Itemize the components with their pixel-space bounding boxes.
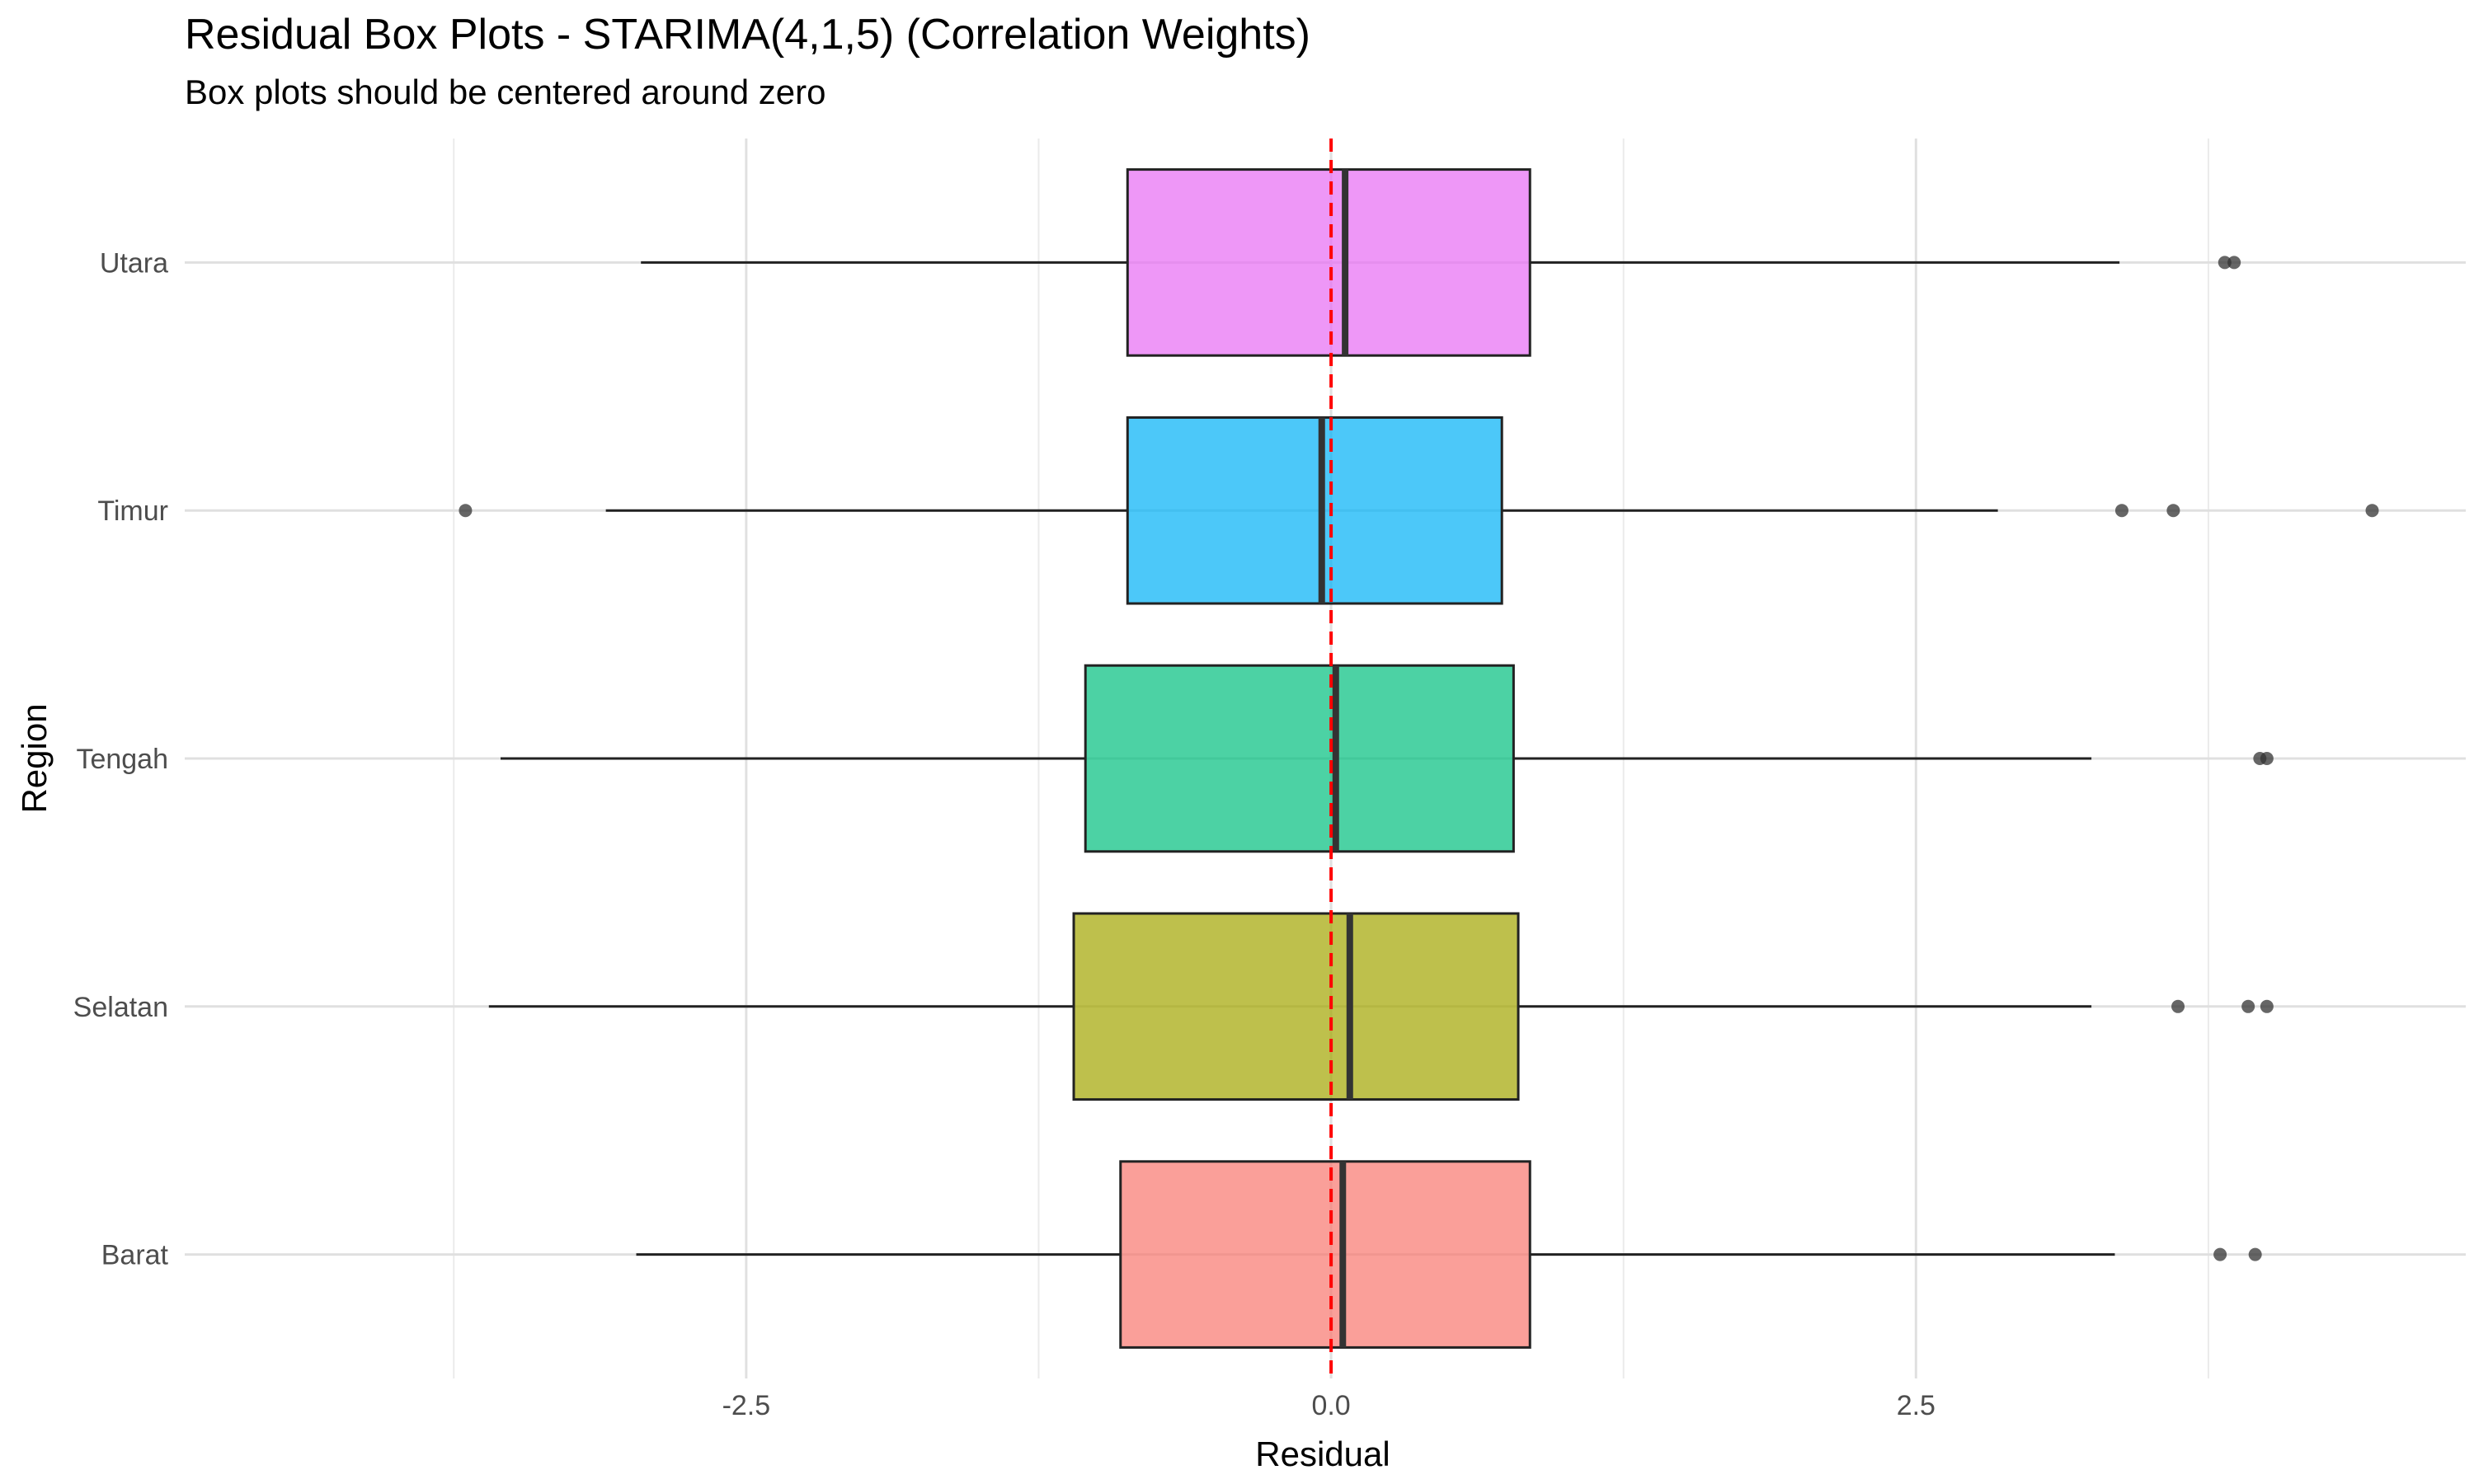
y-tick-label: Barat <box>101 1240 169 1271</box>
outlier-point <box>2260 752 2274 765</box>
outlier-point <box>2365 504 2379 518</box>
outlier-point <box>2241 999 2255 1013</box>
y-tick-labels: Barat Selatan Tengah Timur Utara <box>73 247 169 1270</box>
x-axis-title: Residual <box>1255 1435 1390 1473</box>
y-tick-label: Selatan <box>73 992 168 1023</box>
box-tengah <box>500 664 2274 853</box>
outlier-point <box>2248 1247 2262 1261</box>
x-tick-labels: -2.5 0.0 2.5 <box>722 1390 1935 1421</box>
outlier-point <box>2218 256 2232 270</box>
box-timur <box>459 416 2379 605</box>
outlier-point <box>2171 999 2185 1013</box>
y-tick-label: Timur <box>97 495 168 527</box>
y-tick-label: Utara <box>100 247 168 279</box>
iqr-box <box>1126 168 1531 357</box>
outlier-point <box>2227 256 2241 270</box>
outlier-point <box>2260 999 2274 1013</box>
box-plots <box>459 168 2379 1349</box>
outlier-point <box>2166 504 2180 518</box>
iqr-box <box>1072 912 1520 1101</box>
outlier-point <box>459 504 473 518</box>
y-axis-title: Region <box>15 703 54 813</box>
iqr-box <box>1126 416 1503 605</box>
box-barat <box>636 1160 2262 1349</box>
y-tick-label: Tengah <box>76 744 168 775</box>
chart-title: Residual Box Plots - STARIMA(4,1,5) (Cor… <box>185 11 1310 59</box>
outlier-point <box>2213 1247 2227 1261</box>
outlier-point <box>2114 504 2128 518</box>
x-tick-label: 2.5 <box>1897 1390 1935 1421</box>
box-utara <box>641 168 2241 357</box>
iqr-box <box>1084 664 1515 853</box>
iqr-box <box>1119 1160 1531 1349</box>
chart-subtitle: Box plots should be centered around zero <box>185 73 826 111</box>
box-selatan <box>488 912 2274 1101</box>
x-tick-label: -2.5 <box>722 1390 771 1421</box>
x-tick-label: 0.0 <box>1311 1390 1350 1421</box>
